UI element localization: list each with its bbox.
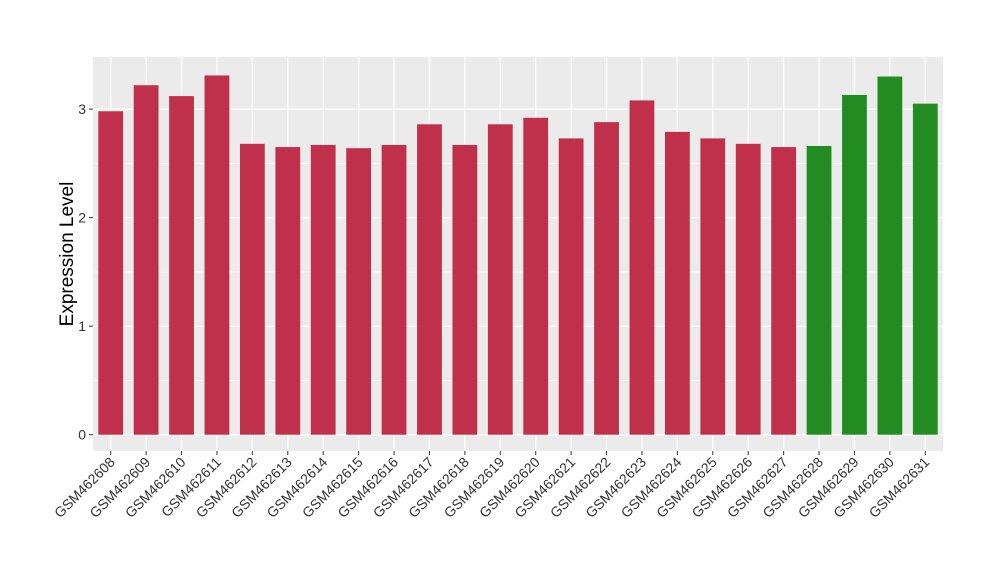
bar-GSM462622	[594, 122, 619, 435]
y-tick-label: 1	[78, 318, 86, 334]
bar-GSM462625	[700, 138, 726, 435]
bar-GSM462618	[452, 144, 478, 435]
bar-GSM462615	[346, 148, 372, 435]
bar-GSM462631	[912, 103, 938, 435]
bars	[98, 75, 938, 435]
bar-GSM462626	[735, 143, 761, 435]
bar-GSM462609	[133, 85, 159, 435]
bar-GSM462629	[842, 94, 867, 435]
bar-GSM462628	[806, 146, 832, 435]
bar-GSM462627	[771, 147, 797, 435]
bar-GSM462608	[98, 111, 124, 435]
bar-GSM462611	[204, 75, 230, 435]
y-tick-label: 0	[78, 427, 86, 443]
plot-panel	[93, 57, 943, 451]
bar-GSM462630	[877, 76, 903, 435]
y-axis-label: Expression Level	[57, 182, 78, 327]
bar-GSM462617	[417, 124, 442, 435]
bar-GSM462623	[629, 100, 655, 435]
bar-GSM462619	[487, 124, 513, 435]
bar-GSM462610	[169, 96, 194, 435]
y-tick-label: 3	[78, 101, 86, 117]
bar-GSM462613	[275, 147, 301, 435]
y-tick-label: 2	[78, 210, 86, 226]
bar-GSM462621	[558, 138, 584, 435]
bar-GSM462620	[523, 117, 549, 435]
bar-GSM462616	[381, 144, 407, 435]
bar-GSM462624	[664, 131, 690, 435]
bar-GSM462614	[310, 144, 336, 435]
bar-GSM462612	[239, 143, 265, 435]
